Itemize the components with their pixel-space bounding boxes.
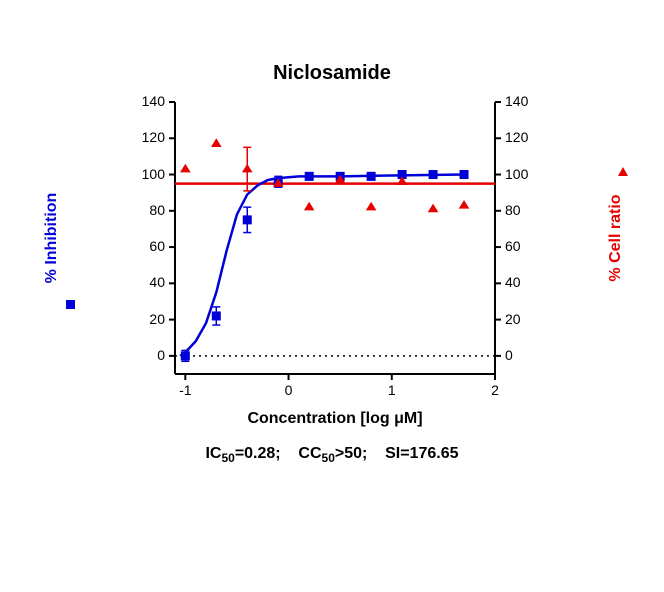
plot-area (175, 102, 495, 374)
y-right-axis-label: % Cell ratio (607, 194, 625, 281)
y-right-text: % Cell ratio (607, 194, 624, 281)
y-left-tick: 80 (125, 202, 165, 218)
cc50-val: >50; (335, 445, 367, 462)
ic50-val: =0.28; (235, 445, 281, 462)
y-left-axis-label: % Inhibition (43, 193, 61, 284)
y-right-tick: 0 (505, 347, 545, 363)
y-right-tick: 120 (505, 129, 545, 145)
y-left-text: % Inhibition (43, 193, 60, 284)
y-right-tick: 80 (505, 202, 545, 218)
stats-caption: IC50=0.28; CC50>50; SI=176.65 (0, 445, 664, 465)
chart-container: Niclosamide % Inhibition % Cell ratio 0 2… (0, 0, 664, 592)
y-left-tick: 100 (125, 166, 165, 182)
y-left-tick: 60 (125, 238, 165, 254)
y-right-tick: 40 (505, 274, 545, 290)
chart-title: Niclosamide (0, 62, 664, 85)
cc50-sub: 50 (322, 451, 335, 465)
x-tick: 0 (279, 382, 299, 398)
y-right-tick: 60 (505, 238, 545, 254)
y-left-tick: 120 (125, 129, 165, 145)
legend-square-icon (66, 300, 75, 309)
ic50-sub: 50 (221, 451, 234, 465)
ic50-label: IC (205, 445, 221, 462)
cc50-label: CC (298, 445, 321, 462)
y-left-tick: 20 (125, 311, 165, 327)
legend-triangle-icon (618, 167, 628, 176)
x-tick: 1 (382, 382, 402, 398)
y-right-tick: 140 (505, 93, 545, 109)
x-tick: 2 (485, 382, 505, 398)
x-tick: -1 (175, 382, 195, 398)
y-right-tick: 20 (505, 311, 545, 327)
y-left-tick: 0 (125, 347, 165, 363)
si-label: SI=176.65 (385, 445, 458, 462)
y-right-tick: 100 (505, 166, 545, 182)
y-left-tick: 40 (125, 274, 165, 290)
y-left-tick: 140 (125, 93, 165, 109)
x-axis-label: Concentration [log μM] (175, 410, 495, 428)
